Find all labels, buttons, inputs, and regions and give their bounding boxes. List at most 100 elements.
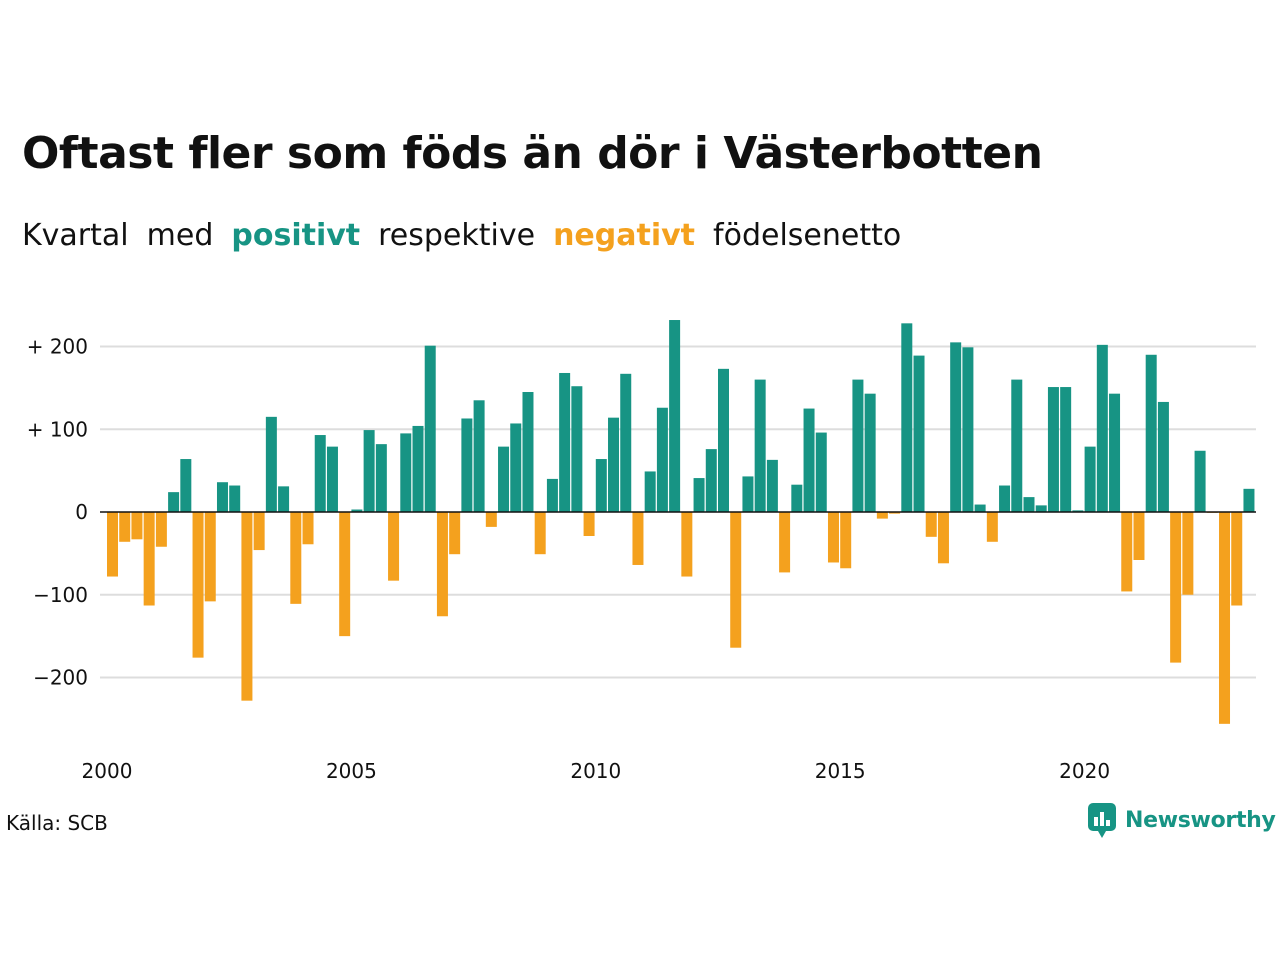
bar (302, 512, 314, 545)
bar (827, 512, 839, 563)
chart-title: Oftast fler som föds än dör i Västerbott… (22, 128, 1043, 179)
bar (546, 478, 558, 512)
newsworthy-logo-icon (1088, 803, 1116, 838)
bar (119, 512, 131, 542)
bar (999, 485, 1011, 512)
bar (1047, 387, 1059, 512)
chart-subtitle: Kvartal med positivt respektive negativt föde… (22, 218, 919, 253)
bar (571, 386, 583, 512)
bar (583, 512, 595, 536)
bar (363, 430, 375, 512)
bar (473, 400, 485, 512)
bar (241, 512, 253, 701)
bar (864, 393, 876, 512)
bar (204, 512, 216, 602)
bar (876, 512, 888, 519)
bar (1133, 512, 1145, 560)
bar (815, 432, 827, 512)
bar (522, 392, 534, 512)
bar (400, 433, 412, 512)
bar (937, 512, 949, 564)
bar (290, 512, 302, 604)
bar (913, 355, 925, 512)
y-tick-label: + 200 (27, 335, 88, 359)
bar (718, 368, 729, 512)
y-tick-label: 0 (75, 500, 88, 524)
bar (1035, 505, 1047, 512)
bar (950, 342, 962, 512)
x-tick-label: 2015 (815, 759, 866, 783)
bar (1060, 387, 1072, 512)
newsworthy-logo: Newsworthy (1087, 802, 1276, 838)
bar (498, 446, 510, 512)
bar (693, 478, 705, 512)
bar (314, 435, 326, 512)
subtitle-word: födelsenetto (713, 218, 902, 253)
bar (143, 512, 155, 606)
bar (510, 423, 522, 512)
bar (388, 512, 400, 581)
y-tick-label: −200 (33, 666, 88, 690)
bar (534, 512, 546, 555)
subtitle-word: respektive (378, 218, 536, 253)
bar (681, 512, 693, 577)
bar (1170, 512, 1182, 663)
bar (974, 504, 986, 512)
bar (1243, 488, 1255, 512)
bar (351, 509, 363, 512)
bar (253, 512, 265, 551)
bar (559, 372, 571, 512)
bar (595, 459, 607, 512)
y-tick-label: + 100 (27, 417, 88, 441)
bar (1084, 446, 1096, 512)
x-tick-label: 2000 (82, 759, 133, 783)
bar (180, 459, 192, 512)
bar (730, 512, 742, 648)
bar (901, 323, 913, 512)
bar (265, 416, 277, 512)
bar (852, 379, 864, 512)
bar (375, 444, 387, 512)
bar (779, 512, 791, 573)
bar (1011, 379, 1023, 512)
subtitle-word: Kvartal (22, 218, 129, 253)
bar (107, 512, 118, 577)
bar (1109, 393, 1121, 512)
source-note: Källa: SCB (6, 811, 108, 835)
bar (632, 512, 644, 565)
bar (889, 512, 901, 514)
bar (1145, 354, 1157, 512)
bar (644, 471, 656, 512)
bar (840, 512, 852, 569)
bar (216, 482, 228, 512)
bar (656, 407, 668, 512)
y-tick-label: −100 (33, 583, 88, 607)
bar (705, 449, 717, 512)
bar (1072, 510, 1084, 512)
bar (925, 512, 937, 537)
bar (461, 418, 473, 512)
bar (986, 512, 998, 542)
bar (791, 484, 803, 512)
bar (1157, 401, 1169, 512)
logo-text: Newsworthy (1125, 807, 1276, 833)
x-tick-label: 2020 (1059, 759, 1110, 783)
bar (326, 446, 338, 512)
bar (168, 492, 180, 512)
bar (608, 417, 620, 512)
bar (412, 425, 424, 512)
bar (1023, 497, 1035, 512)
bar (485, 512, 497, 527)
bar (1219, 512, 1231, 724)
bar (339, 512, 351, 637)
bar (1182, 512, 1194, 595)
bar (424, 345, 436, 512)
subtitle-negative-label: negativt (553, 218, 696, 253)
bar (1096, 344, 1108, 512)
bar (669, 320, 681, 512)
bar (742, 476, 754, 512)
bar (449, 512, 461, 555)
bar (1121, 512, 1133, 592)
subtitle-positive-label: positivt (231, 218, 361, 253)
bar (229, 485, 241, 512)
